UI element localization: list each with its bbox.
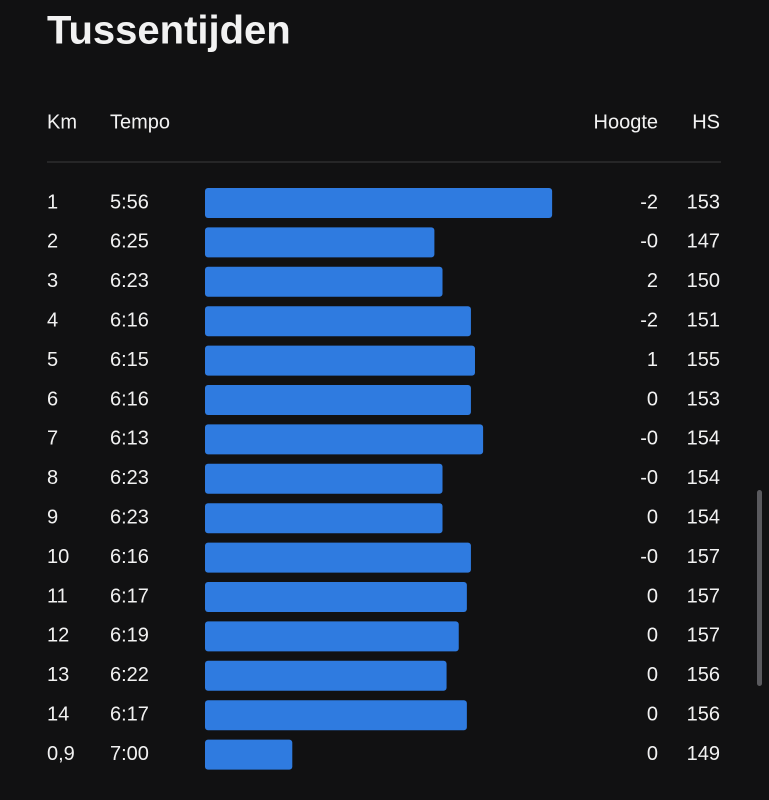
heart-rate: 154 (687, 467, 720, 489)
heart-rate: 147 (687, 231, 720, 253)
elevation: 2 (647, 270, 658, 292)
heart-rate: 156 (687, 664, 720, 686)
tempo: 6:23 (110, 270, 149, 292)
heart-rate: 153 (687, 191, 720, 213)
heart-rate: 151 (687, 309, 720, 331)
km: 6 (47, 388, 58, 410)
heart-rate: 150 (687, 270, 720, 292)
pace-bar (205, 503, 443, 534)
column-header: Km (47, 111, 77, 133)
elevation: 0 (647, 585, 658, 607)
km: 7 (47, 428, 58, 450)
elevation: 1 (647, 349, 658, 371)
pace-bar (205, 306, 471, 337)
km: 3 (47, 270, 58, 292)
pace-bar (205, 345, 475, 376)
pace-bar (205, 700, 467, 731)
tempo: 6:13 (110, 428, 149, 450)
column-header: HS (692, 111, 720, 133)
heart-rate: 154 (687, 428, 720, 450)
km: 14 (47, 703, 69, 725)
elevation: 0 (647, 625, 658, 647)
km: 5 (47, 349, 58, 371)
heart-rate: 157 (687, 585, 720, 607)
heart-rate: 156 (687, 703, 720, 725)
elevation: 0 (647, 506, 658, 528)
column-header: Tempo (110, 111, 170, 133)
elevation: -0 (640, 231, 658, 253)
tempo: 6:22 (110, 664, 149, 686)
heart-rate: 153 (687, 388, 720, 410)
title: Tussentijden (47, 9, 291, 53)
tempo: 6:23 (110, 506, 149, 528)
tempo: 6:16 (110, 309, 149, 331)
elevation: 0 (647, 703, 658, 725)
pace-bar (205, 385, 471, 415)
tempo: 6:17 (110, 703, 149, 725)
heart-rate: 157 (687, 625, 720, 647)
elevation: 0 (647, 664, 658, 686)
elevation: -2 (640, 191, 658, 213)
elevation: -0 (640, 467, 658, 489)
elevation: 0 (647, 388, 658, 410)
km: 9 (47, 506, 58, 528)
tempo: 6:25 (110, 231, 149, 253)
tempo: 6:16 (110, 546, 149, 568)
pace-bar (205, 621, 459, 652)
elevation: -0 (640, 428, 658, 450)
pace-bar (205, 463, 443, 494)
tempo: 6:23 (110, 467, 149, 489)
pace-bar (205, 660, 447, 691)
tempo: 6:15 (110, 349, 149, 371)
km: 10 (47, 546, 69, 568)
km: 1 (47, 191, 58, 213)
tempo: 6:19 (110, 625, 149, 647)
pace-bar (205, 188, 553, 218)
tempo: 6:16 (110, 388, 149, 410)
pace-bar (205, 582, 467, 612)
elevation: 0 (647, 743, 658, 765)
tempo: 7:00 (110, 743, 149, 765)
km: 0,9 (47, 743, 75, 765)
km: 12 (47, 625, 69, 647)
pace-bar (205, 739, 293, 770)
column-header: Hoogte (594, 111, 659, 133)
pace-bar (205, 266, 443, 297)
heart-rate: 149 (687, 743, 720, 765)
km: 11 (47, 585, 68, 607)
heart-rate: 155 (687, 349, 720, 371)
elevation: -2 (640, 309, 658, 331)
km: 8 (47, 467, 58, 489)
km: 13 (47, 664, 69, 686)
elevation: -0 (640, 546, 658, 568)
tempo: 6:17 (110, 585, 149, 607)
tempo: 5:56 (110, 191, 149, 213)
heart-rate: 154 (687, 506, 720, 528)
km: 4 (47, 309, 58, 331)
heart-rate: 157 (687, 546, 720, 568)
scrollbar (757, 490, 762, 686)
pace-bar (205, 424, 484, 455)
pace-bar (205, 227, 435, 258)
pace-bar (205, 542, 471, 573)
km: 2 (47, 231, 58, 253)
